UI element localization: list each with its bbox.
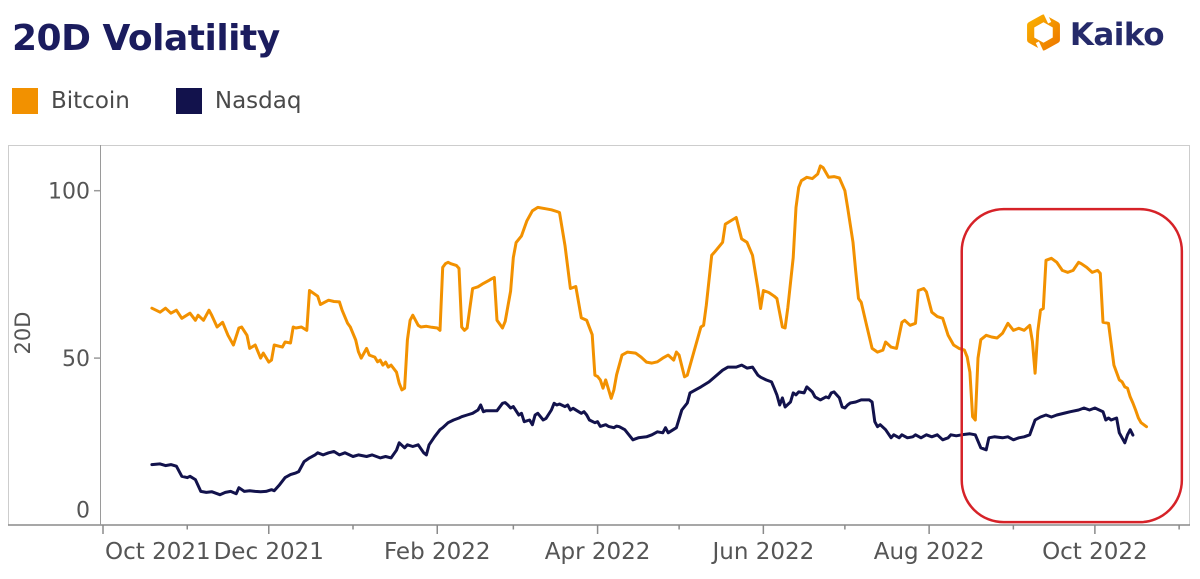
x-tick-label: Jun 2022 (710, 539, 814, 565)
x-tick-label: Oct 2021 (105, 539, 211, 565)
x-tick-label: Aug 2022 (874, 539, 985, 565)
plot-frame (8, 145, 1190, 525)
nasdaq-line (150, 363, 1135, 497)
highlight-annotation-box (960, 207, 1184, 524)
y-axis-label: 20D (11, 312, 35, 355)
x-tick-label: Apr 2022 (545, 539, 651, 565)
legend-label-bitcoin: Bitcoin (51, 88, 130, 114)
y-tick-label: 0 (76, 499, 90, 524)
legend-label-nasdaq: Nasdaq (214, 88, 302, 114)
page-title: 20D Volatility (12, 18, 280, 59)
kaiko-icon (1025, 13, 1062, 55)
brand-logo: Kaiko (1025, 13, 1165, 55)
legend-swatch-bitcoin (12, 88, 38, 114)
x-tick-label: Feb 2022 (384, 539, 491, 565)
x-tick-label: Oct 2022 (1042, 539, 1148, 565)
y-tick-label: 100 (48, 180, 90, 205)
bitcoin-line (150, 164, 1148, 429)
brand-wordmark: Kaiko (1069, 16, 1165, 53)
legend-swatch-nasdaq (175, 88, 202, 114)
x-tick-label: Dec 2021 (214, 539, 324, 565)
legend-item-bitcoin: Bitcoin (12, 88, 130, 114)
y-tick-label: 50 (62, 347, 90, 372)
legend-item-nasdaq: Nasdaq (175, 88, 302, 114)
chart-legend: Bitcoin Nasdaq (12, 88, 301, 114)
